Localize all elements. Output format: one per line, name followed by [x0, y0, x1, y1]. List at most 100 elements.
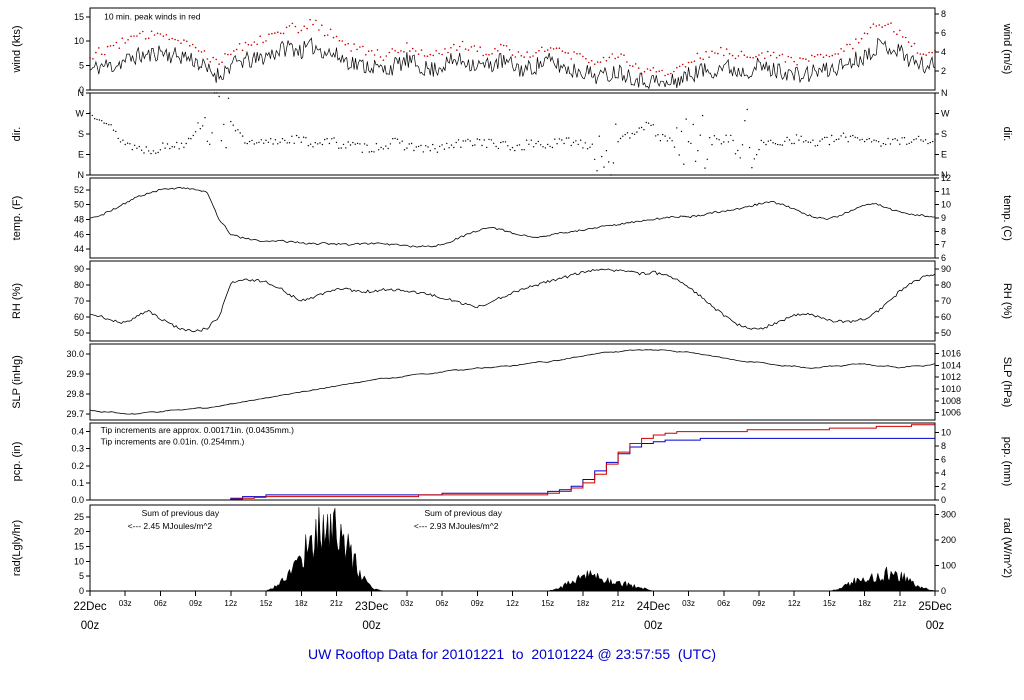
- svg-text:0.4: 0.4: [71, 427, 84, 437]
- svg-text:7: 7: [941, 240, 946, 250]
- svg-text:8: 8: [941, 441, 946, 451]
- x-tick-label: 09z: [471, 599, 484, 608]
- svg-text:8: 8: [941, 226, 946, 236]
- svg-text:60: 60: [74, 312, 84, 322]
- svg-text:10: 10: [74, 36, 84, 46]
- svg-text:50: 50: [941, 328, 951, 338]
- svg-text:5: 5: [79, 571, 84, 581]
- panel-frame-temp: [89, 177, 936, 259]
- svg-text:300: 300: [941, 509, 956, 519]
- svg-text:46: 46: [74, 229, 84, 239]
- svg-text:1010: 1010: [941, 384, 961, 394]
- x-tick-label: 18z: [295, 599, 308, 608]
- x-tick-label: 06z: [154, 599, 167, 608]
- svg-text:30.0: 30.0: [66, 349, 84, 359]
- x-tick-label: 09z: [189, 599, 202, 608]
- series-temperature: [89, 186, 936, 248]
- x-tick-label: 15z: [541, 599, 554, 608]
- svg-text:10: 10: [941, 200, 951, 210]
- svg-text:9: 9: [941, 213, 946, 223]
- svg-text:N: N: [941, 170, 948, 180]
- x-date-hour-label: 00z: [644, 620, 663, 632]
- svg-text:1008: 1008: [941, 396, 961, 406]
- axis-label-temp-left: temp. (F): [11, 196, 23, 241]
- svg-text:8: 8: [941, 9, 946, 19]
- svg-text:80: 80: [941, 280, 951, 290]
- series-relative-humidity: [90, 268, 936, 333]
- panel-frame-pcp: [89, 422, 936, 501]
- x-tick-label: 15z: [260, 599, 273, 608]
- svg-text:25: 25: [74, 512, 84, 522]
- svg-text:N: N: [941, 88, 948, 98]
- svg-text:2: 2: [941, 482, 946, 492]
- svg-text:48: 48: [74, 214, 84, 224]
- svg-text:0.0: 0.0: [71, 495, 84, 505]
- panel-frame-slp: [89, 343, 936, 421]
- svg-text:10: 10: [941, 428, 951, 438]
- panel-frame-rh: [89, 260, 936, 342]
- svg-text:N: N: [78, 170, 85, 180]
- axis-label-slp-right: SLP (hPa): [1001, 357, 1013, 408]
- axis-label-wind-right: wind (m/s): [1001, 23, 1013, 75]
- annotation-rad-3: <--- 2.93 MJoules/m^2: [414, 521, 499, 531]
- svg-text:44: 44: [74, 244, 84, 254]
- svg-text:12: 12: [941, 173, 951, 183]
- series-precip-cumulative-blue: [90, 437, 935, 501]
- x-tick-label: 18z: [576, 599, 589, 608]
- svg-text:200: 200: [941, 535, 956, 545]
- svg-text:0: 0: [941, 586, 946, 596]
- axis-label-dir-right: dir.: [1001, 127, 1013, 142]
- series-wind-direction: [89, 92, 936, 176]
- axis-label-wind-left: wind (kts): [11, 25, 23, 73]
- svg-text:S: S: [941, 129, 947, 139]
- x-tick-label: 03z: [682, 599, 695, 608]
- svg-text:90: 90: [941, 264, 951, 274]
- x-date-hour-label: 00z: [81, 620, 100, 632]
- axis-label-rh-left: RH (%): [11, 283, 23, 319]
- svg-text:W: W: [941, 109, 950, 119]
- x-date-label: 24Dec: [637, 601, 670, 613]
- svg-text:6: 6: [941, 455, 946, 465]
- svg-text:0: 0: [941, 495, 946, 505]
- svg-text:50: 50: [74, 328, 84, 338]
- axis-label-pcp-left: pcp. (in): [11, 442, 23, 482]
- panel-frame-wind: [89, 7, 936, 91]
- svg-text:15: 15: [74, 542, 84, 552]
- panel-pcp: 0.0 0.1 0.2 0.3 0.4 0 2 4 6 8 10 pcp. (in) pcp. (mm)…: [11, 422, 1013, 505]
- svg-text:90: 90: [74, 264, 84, 274]
- x-date-hour-label: 00z: [362, 620, 381, 632]
- svg-text:1006: 1006: [941, 408, 961, 418]
- svg-text:1016: 1016: [941, 349, 961, 359]
- svg-text:6: 6: [941, 28, 946, 38]
- x-tick-label: 21z: [893, 599, 906, 608]
- annotation-pcp-1: Tip increments are 0.01in. (0.254mm.): [101, 437, 245, 447]
- axis-label-dir-left: dir.: [11, 127, 23, 142]
- svg-text:70: 70: [941, 296, 951, 306]
- svg-text:0.3: 0.3: [71, 444, 84, 454]
- svg-text:E: E: [78, 150, 84, 160]
- axis-label-rad-left: rad(Lgly/hr): [11, 520, 23, 576]
- panel-rh: 50 60 70 80 90 50 60 70 80 90 RH (%) RH (%): [11, 260, 1013, 342]
- x-tick-label: 06z: [436, 599, 449, 608]
- svg-text:1014: 1014: [941, 360, 961, 370]
- svg-text:N: N: [78, 88, 85, 98]
- x-date-hour-label: 00z: [926, 620, 945, 632]
- x-axis: 03z 06z 09z 12z 15z 18z 21z 03z 06z 09z 12z 15z 18z 2…: [73, 591, 952, 632]
- svg-text:E: E: [941, 150, 947, 160]
- panel-wind: 0 5 10 15 2 4 6 8 wind (kts) wind (m/s) 10 min. pe…: [11, 7, 1013, 95]
- svg-text:6: 6: [941, 253, 946, 263]
- series-precip-cumulative-red: [90, 424, 935, 501]
- x-date-label: 25Dec: [918, 601, 951, 613]
- svg-text:11: 11: [941, 186, 950, 196]
- panel-slp: 29.7 29.8 29.9 30.0 1006 1008 1010 1012 10141016…: [11, 343, 1013, 421]
- svg-text:29.8: 29.8: [66, 389, 84, 399]
- x-tick-label: 03z: [400, 599, 413, 608]
- svg-text:4: 4: [941, 47, 946, 57]
- x-tick-label: 15z: [823, 599, 836, 608]
- svg-text:1012: 1012: [941, 372, 961, 382]
- chart-title: UW Rooftop Data for 20101221 to 20101224…: [307, 646, 716, 662]
- svg-text:52: 52: [74, 185, 84, 195]
- axis-label-slp-left: SLP (inHg): [11, 355, 23, 409]
